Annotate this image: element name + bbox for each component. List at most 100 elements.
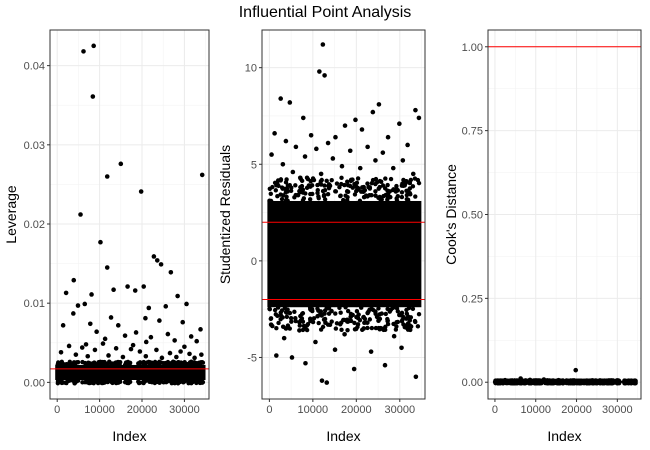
y-tick-label: 10 [245,63,257,75]
data-point [267,306,273,312]
data-point [405,142,410,148]
data-point [355,315,361,321]
data-point [157,380,162,385]
data-point [333,311,338,316]
data-point [387,194,393,200]
data-point [93,362,98,367]
data-point [373,309,378,314]
data-point [410,306,416,312]
data-point [382,362,388,368]
data-point [355,322,361,327]
data-point [115,323,121,328]
data-point [180,319,186,325]
data-point [339,181,344,187]
data-point [497,378,503,384]
data-point [287,326,292,331]
data-point [71,311,76,316]
data-point [399,345,404,351]
data-point [361,326,367,331]
data-point [391,333,397,339]
y-tick-label: 0.25 [462,293,483,305]
data-point [345,327,350,333]
data-point [63,290,69,296]
data-point [58,378,64,384]
data-point [163,304,169,309]
data-point [292,309,297,315]
data-point [65,378,70,384]
data-point [311,316,317,321]
data-point [184,301,189,307]
data-point [360,185,365,190]
data-point [304,175,310,180]
data-point [283,138,289,144]
data-point [147,378,153,383]
data-point [278,96,283,101]
data-point [327,183,333,188]
data-point [167,350,173,356]
data-point [394,324,399,329]
data-point [373,325,379,331]
data-point [168,270,174,275]
data-point [323,320,328,325]
data-point [412,176,418,181]
data-point [278,313,284,318]
data-point [394,187,400,192]
data-point [303,325,308,330]
figure-title: Influential Point Analysis [238,4,412,21]
x-tick-label: 30000 [384,404,415,416]
data-point [362,316,368,322]
data-point [192,355,197,361]
data-point [350,185,355,190]
data-point [348,318,354,324]
data-point [298,313,303,319]
data-point [385,188,390,193]
data-point [385,318,390,324]
data-point [124,380,130,385]
data-point [142,361,148,367]
data-point [143,339,149,345]
data-point [413,107,418,113]
data-point [416,311,422,317]
data-point [106,353,111,358]
dense-point-band [55,359,206,386]
data-point [289,185,294,190]
data-point [362,188,367,193]
data-point [556,377,561,383]
data-point [311,177,317,183]
data-point [79,345,85,350]
data-point [71,277,77,283]
data-point [308,132,314,138]
data-point [300,115,306,121]
data-point [268,316,274,321]
data-point [522,381,527,386]
data-point [116,378,121,383]
data-point [306,183,312,188]
data-point [275,305,281,310]
data-point [408,324,414,329]
data-point [128,346,134,352]
data-point [91,43,96,49]
data-point [154,258,160,263]
data-point [322,308,328,313]
x-tick-label: 10000 [520,404,551,416]
data-point [534,378,540,384]
data-point [199,352,204,357]
data-point [586,380,592,386]
data-point [157,359,162,365]
data-point [355,176,361,181]
data-point [362,320,367,325]
data-point [85,361,90,366]
data-point [322,73,327,78]
data-point [339,320,344,325]
y-tick-label: 0.00 [462,377,483,389]
data-point [410,184,416,189]
data-point [367,192,372,198]
data-point [142,379,148,384]
data-point [373,158,378,163]
data-point [303,360,308,366]
data-point [394,198,400,203]
data-point [283,197,289,203]
dense-band-core [267,200,422,308]
data-point [315,313,320,319]
data-point [622,381,627,386]
